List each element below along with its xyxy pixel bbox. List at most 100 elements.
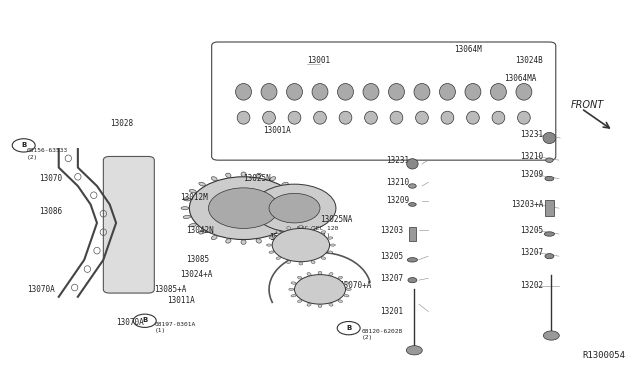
Circle shape bbox=[408, 184, 416, 188]
Ellipse shape bbox=[329, 273, 333, 275]
Ellipse shape bbox=[226, 173, 231, 177]
Ellipse shape bbox=[183, 215, 191, 218]
Ellipse shape bbox=[490, 84, 506, 100]
Ellipse shape bbox=[282, 230, 288, 234]
Ellipse shape bbox=[296, 215, 304, 218]
Text: 13064M: 13064M bbox=[454, 45, 481, 54]
Ellipse shape bbox=[363, 84, 379, 100]
Ellipse shape bbox=[408, 278, 417, 283]
Text: 08156-63533: 08156-63533 bbox=[27, 148, 68, 153]
Text: 08120-62028: 08120-62028 bbox=[362, 329, 403, 334]
Text: 13203+A: 13203+A bbox=[511, 200, 543, 209]
Ellipse shape bbox=[183, 198, 191, 201]
Ellipse shape bbox=[189, 224, 196, 227]
Text: B: B bbox=[346, 325, 351, 331]
Ellipse shape bbox=[388, 84, 404, 100]
Text: 13025N: 13025N bbox=[244, 174, 271, 183]
Ellipse shape bbox=[321, 257, 326, 259]
Ellipse shape bbox=[241, 172, 246, 176]
Ellipse shape bbox=[365, 111, 378, 124]
Ellipse shape bbox=[291, 189, 298, 193]
Ellipse shape bbox=[199, 230, 205, 234]
Text: 13024B: 13024B bbox=[515, 56, 543, 65]
Ellipse shape bbox=[544, 232, 554, 236]
Text: 13025NA: 13025NA bbox=[320, 215, 353, 224]
Text: 13070A: 13070A bbox=[27, 285, 54, 294]
Ellipse shape bbox=[545, 254, 554, 259]
Text: 13210: 13210 bbox=[520, 152, 543, 161]
Ellipse shape bbox=[236, 84, 252, 100]
Ellipse shape bbox=[296, 198, 304, 201]
Text: 13070A: 13070A bbox=[116, 318, 144, 327]
Circle shape bbox=[294, 275, 346, 304]
Text: 08197-0301A: 08197-0301A bbox=[154, 322, 196, 327]
Text: 13203: 13203 bbox=[380, 226, 403, 235]
Circle shape bbox=[189, 177, 298, 240]
Ellipse shape bbox=[337, 84, 353, 100]
Text: 13085: 13085 bbox=[186, 255, 209, 264]
Ellipse shape bbox=[346, 288, 351, 291]
Ellipse shape bbox=[414, 84, 430, 100]
Ellipse shape bbox=[299, 262, 303, 265]
Text: 13231: 13231 bbox=[520, 130, 543, 139]
Ellipse shape bbox=[328, 251, 333, 253]
Ellipse shape bbox=[269, 237, 274, 239]
Text: 13086: 13086 bbox=[40, 207, 63, 217]
Text: 13064MA: 13064MA bbox=[504, 74, 537, 83]
Ellipse shape bbox=[344, 295, 349, 297]
Text: 13011A: 13011A bbox=[167, 296, 195, 305]
Text: 15041N: 15041N bbox=[269, 233, 297, 242]
Ellipse shape bbox=[237, 111, 250, 124]
Ellipse shape bbox=[307, 303, 311, 306]
Ellipse shape bbox=[189, 189, 196, 193]
Ellipse shape bbox=[291, 224, 298, 227]
Ellipse shape bbox=[492, 111, 505, 124]
Ellipse shape bbox=[543, 132, 556, 144]
Ellipse shape bbox=[226, 239, 231, 243]
Ellipse shape bbox=[330, 244, 335, 246]
Ellipse shape bbox=[408, 203, 416, 206]
Text: 13201: 13201 bbox=[380, 307, 403, 316]
Ellipse shape bbox=[270, 235, 276, 240]
Ellipse shape bbox=[299, 225, 303, 228]
Text: B: B bbox=[21, 142, 26, 148]
Ellipse shape bbox=[516, 84, 532, 100]
Ellipse shape bbox=[307, 273, 311, 275]
Ellipse shape bbox=[276, 257, 280, 259]
Bar bbox=[545, 201, 554, 216]
Text: FRONT: FRONT bbox=[571, 100, 604, 110]
Text: (13021): (13021) bbox=[305, 233, 332, 238]
Ellipse shape bbox=[282, 182, 288, 186]
Circle shape bbox=[269, 193, 320, 223]
Text: 13209: 13209 bbox=[520, 170, 543, 179]
Text: (1): (1) bbox=[154, 328, 166, 333]
Ellipse shape bbox=[318, 305, 322, 308]
Text: B: B bbox=[142, 317, 147, 323]
Circle shape bbox=[253, 184, 336, 232]
Ellipse shape bbox=[406, 159, 418, 169]
Text: 13209: 13209 bbox=[386, 196, 409, 205]
Ellipse shape bbox=[406, 346, 422, 355]
Ellipse shape bbox=[440, 84, 456, 100]
Ellipse shape bbox=[287, 261, 291, 263]
Ellipse shape bbox=[269, 251, 274, 253]
Ellipse shape bbox=[518, 111, 531, 124]
Ellipse shape bbox=[261, 84, 277, 100]
Text: 13070+A: 13070+A bbox=[339, 281, 371, 290]
Ellipse shape bbox=[318, 271, 322, 274]
Ellipse shape bbox=[291, 295, 296, 297]
Text: 13205: 13205 bbox=[380, 251, 403, 261]
Text: SEC SEC 120: SEC SEC 120 bbox=[298, 226, 339, 231]
Text: 13001A: 13001A bbox=[262, 126, 291, 135]
Ellipse shape bbox=[545, 176, 554, 181]
Bar bbox=[408, 227, 416, 241]
Ellipse shape bbox=[390, 111, 403, 124]
Ellipse shape bbox=[298, 300, 302, 302]
Ellipse shape bbox=[256, 239, 261, 243]
Ellipse shape bbox=[270, 177, 276, 181]
Ellipse shape bbox=[329, 303, 333, 306]
Ellipse shape bbox=[276, 231, 280, 233]
Ellipse shape bbox=[289, 288, 294, 291]
Text: 13012M: 13012M bbox=[180, 193, 207, 202]
Text: 13085+A: 13085+A bbox=[154, 285, 187, 294]
